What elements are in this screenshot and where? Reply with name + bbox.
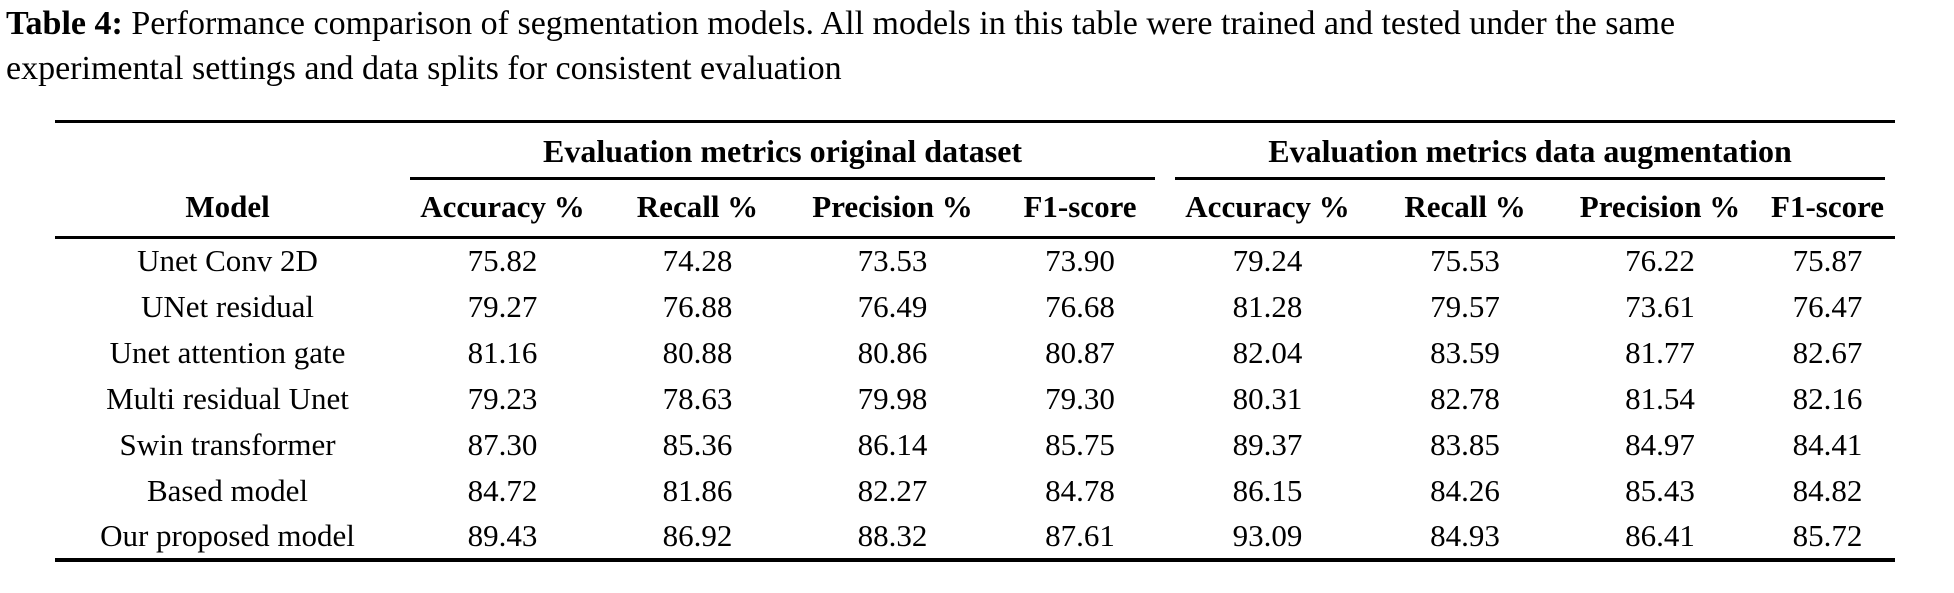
metric-value-cell: 75.87 [1792,243,1863,279]
metric-value-cell: 79.27 [467,288,538,324]
group-header-data-augmentation-label: Evaluation metrics data augmentation [1175,133,1886,180]
column-header-accuracy-augmentation: Accuracy % [1165,180,1371,239]
group-header-original-dataset-label: Evaluation metrics original dataset [410,133,1156,180]
table-row: Swin transformer 87.30 85.36 86.14 85.75 89.3… [55,422,1895,468]
metric-value-cell: 76.22 [1625,243,1695,279]
table-row: Unet Conv 2D 75.82 74.28 73.53 73.90 79.24 75.… [55,238,1895,284]
metric-value-cell: 89.43 [467,517,538,553]
metric-value-cell: 79.98 [857,380,928,416]
group-header-row: Evaluation metrics original dataset Eval… [55,122,1895,181]
metric-value-cell: 81.16 [467,334,538,370]
metric-value-cell: 76.49 [857,288,928,324]
metric-value-cell: 84.72 [467,472,538,508]
group-header-spacer [55,122,400,181]
metric-value-cell: 85.75 [1045,426,1115,462]
metric-value-cell: 86.92 [662,517,733,553]
metric-value-cell: 82.04 [1232,334,1303,370]
metric-value-cell: 86.14 [857,426,928,462]
model-name-cell: Our proposed model [100,517,355,553]
metric-value-cell: 84.97 [1625,426,1695,462]
metric-value-cell: 81.54 [1625,380,1695,416]
metric-value-cell: 84.93 [1430,517,1500,553]
caption-label: Table 4: [6,5,123,42]
model-name-cell: Based model [147,472,308,508]
metric-value-cell: 84.26 [1430,472,1500,508]
group-header-data-augmentation: Evaluation metrics data augmentation [1165,122,1895,180]
metric-value-cell: 87.30 [467,426,538,462]
metric-value-cell: 81.86 [662,472,733,508]
metric-value-cell: 76.88 [662,288,733,324]
model-name-cell: Swin transformer [119,426,336,462]
metric-value-cell: 79.24 [1232,243,1303,279]
model-name-cell: UNet residual [140,288,315,324]
table-row: Based model 84.72 81.86 82.27 84.78 86.15 84.2… [55,468,1895,514]
metric-value-cell: 79.57 [1430,288,1500,324]
model-name-cell: Multi residual Unet [106,380,349,416]
metric-value-cell: 85.43 [1625,472,1695,508]
column-header-recall-original: Recall % [605,180,790,239]
table-body: Unet Conv 2D 75.82 74.28 73.53 73.90 79.24 75.… [55,238,1895,560]
column-header-model: Model [55,180,400,239]
metric-value-cell: 73.53 [857,243,928,279]
metric-value-cell: 76.68 [1045,288,1115,324]
metric-value-cell: 83.59 [1430,334,1500,370]
metric-value-cell: 75.82 [467,243,538,279]
column-header-accuracy-original: Accuracy % [400,180,605,239]
metric-value-cell: 85.72 [1792,517,1863,553]
group-header-original-dataset: Evaluation metrics original dataset [400,122,1165,180]
metric-value-cell: 82.78 [1430,380,1500,416]
model-name-cell: Unet attention gate [109,334,346,370]
metric-value-cell: 89.37 [1232,426,1303,462]
table-caption: Table 4: Performance comparison of segme… [6,2,1851,92]
column-header-precision-augmentation: Precision % [1560,180,1761,239]
metric-value-cell: 79.23 [467,380,538,416]
metric-value-cell: 80.87 [1045,334,1115,370]
metric-value-cell: 81.77 [1625,334,1695,370]
caption-text: Performance comparison of segmentation m… [6,5,1676,87]
column-header-recall-augmentation: Recall % [1370,180,1561,239]
metric-value-cell: 87.61 [1045,517,1115,553]
metric-value-cell: 78.63 [662,380,733,416]
column-header-precision-original: Precision % [790,180,995,239]
metric-value-cell: 93.09 [1232,517,1303,553]
metric-value-cell: 84.78 [1045,472,1115,508]
metric-value-cell: 82.67 [1792,334,1863,370]
column-header-row: Model Accuracy % Recall % Precision % F1… [55,180,1896,239]
column-header-f1-augmentation: F1-score [1760,180,1896,239]
table-row: Our proposed model 89.43 86.92 88.32 87.61 93… [55,514,1895,560]
metric-value-cell: 86.41 [1625,517,1695,553]
table-row: Unet attention gate 81.16 80.88 80.86 80.87 8… [55,330,1895,376]
metric-value-cell: 79.30 [1045,380,1115,416]
metric-value-cell: 82.16 [1792,380,1863,416]
metric-value-cell: 81.28 [1232,288,1303,324]
metric-value-cell: 76.47 [1792,288,1863,324]
metric-value-cell: 73.90 [1045,243,1115,279]
metric-value-cell: 73.61 [1625,288,1695,324]
table-row: Multi residual Unet 79.23 78.63 79.98 79.30 8… [55,376,1895,422]
metric-value-cell: 82.27 [857,472,928,508]
metric-value-cell: 85.36 [662,426,733,462]
metric-value-cell: 75.53 [1430,243,1500,279]
metric-value-cell: 86.15 [1232,472,1303,508]
table-row: UNet residual 79.27 76.88 76.49 76.68 81.28 79… [55,284,1895,330]
metric-value-cell: 88.32 [857,517,928,553]
metric-value-cell: 80.31 [1232,380,1303,416]
performance-comparison-table: Evaluation metrics original dataset Eval… [55,120,1896,562]
model-name-cell: Unet Conv 2D [137,243,318,279]
metric-value-cell: 80.88 [662,334,733,370]
metric-value-cell: 83.85 [1430,426,1500,462]
metric-value-cell: 80.86 [857,334,928,370]
metric-value-cell: 84.41 [1792,426,1863,462]
column-header-f1-original: F1-score [995,180,1166,239]
metric-value-cell: 74.28 [662,243,733,279]
metric-value-cell: 84.82 [1792,472,1863,508]
